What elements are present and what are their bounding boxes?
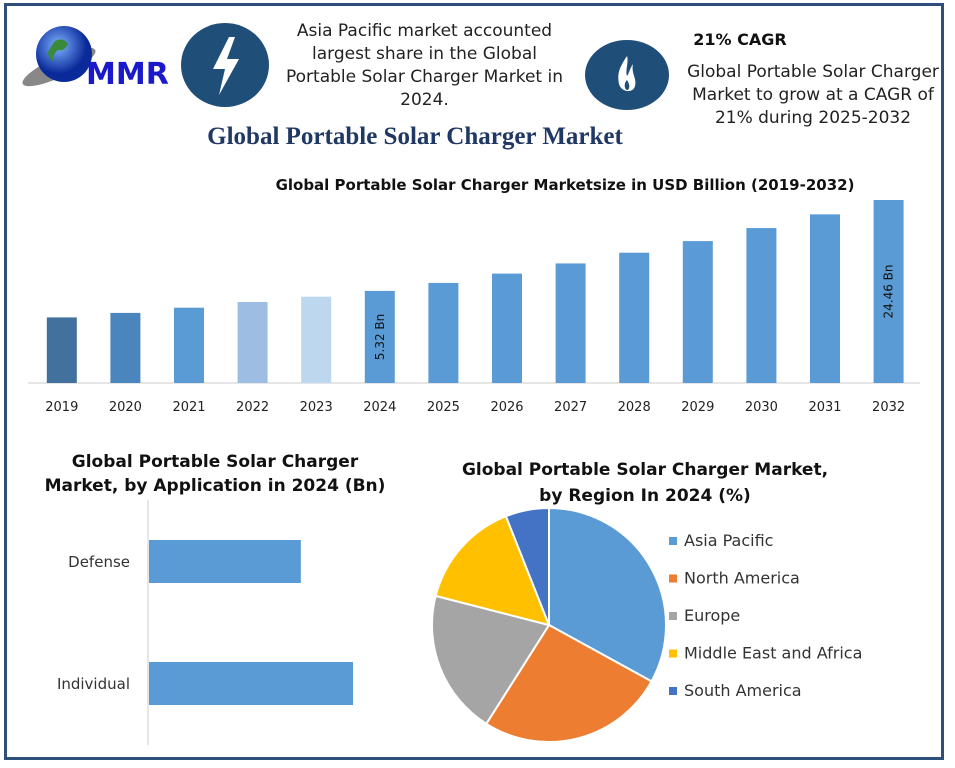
- x-tick-2022: 2022: [236, 400, 269, 415]
- bar-2029: [682, 241, 713, 383]
- bar-2030: [746, 228, 777, 383]
- bar-2022: [237, 301, 268, 383]
- bar-defense: [149, 540, 301, 583]
- legend-label-asia-pacific: Asia Pacific: [684, 531, 773, 550]
- legend-label-europe: Europe: [684, 606, 740, 625]
- legend-swatch-south-america: [669, 687, 677, 695]
- frame-border: [4, 3, 944, 760]
- x-tick-2025: 2025: [427, 400, 460, 415]
- slice-asia-pacific: [548, 506, 667, 683]
- bar-2032: [873, 200, 904, 383]
- x-tick-2032: 2032: [872, 400, 905, 415]
- x-tick-2024: 2024: [363, 400, 396, 415]
- legend-swatch-middle-east-and-africa: [669, 649, 677, 658]
- legend-label-south-america: South America: [684, 681, 802, 700]
- x-tick-2027: 2027: [554, 400, 587, 415]
- mmr-logo: MMR: [22, 26, 169, 92]
- application-chart-title: Global Portable Solar Charger Market, by…: [44, 452, 386, 496]
- lightning-icon: [181, 23, 269, 107]
- cagr-title: 21% CAGR: [693, 30, 787, 49]
- bar-chart-title: Global Portable Solar Charger Marketsize…: [275, 176, 855, 194]
- region-pie-chart: Asia Pacific North America Europe Middle Ea…: [431, 506, 862, 743]
- category-label-defense: Defense: [68, 553, 130, 571]
- logo-text: MMR: [86, 57, 169, 92]
- x-tick-2026: 2026: [490, 400, 523, 415]
- slice-middle-east-and-africa: [434, 514, 551, 627]
- category-label-individual: Individual: [57, 675, 130, 693]
- data-label-2032: 24.46 Bn: [882, 264, 896, 318]
- bar-2021: [174, 307, 204, 383]
- bar-2026: [492, 273, 522, 383]
- legend-swatch-europe: [669, 612, 677, 620]
- bar-2025: [428, 282, 459, 383]
- market-size-bar-chart: 2019 2020 2021 2022 2023 2024 5.32 Bn 2025 2026 2…: [28, 200, 920, 415]
- x-tick-2021: 2021: [172, 400, 205, 415]
- asia-pacific-blurb: Asia Pacific market accounted largest sh…: [286, 21, 563, 110]
- x-tick-2030: 2030: [745, 400, 778, 415]
- bar-2020: [110, 312, 141, 383]
- legend-swatch-asia-pacific: [669, 537, 677, 545]
- legend-swatch-north-america: [669, 574, 677, 583]
- x-tick-2019: 2019: [45, 400, 78, 415]
- x-tick-2031: 2031: [808, 400, 841, 415]
- x-tick-2023: 2023: [300, 400, 333, 415]
- bar-2031: [810, 214, 840, 383]
- slice-north-america: [484, 623, 653, 743]
- slice-south-america: [504, 506, 550, 626]
- flame-icon: [585, 40, 669, 110]
- bar-2019: [46, 317, 77, 383]
- application-bar-chart: Defense Individual: [57, 500, 353, 745]
- bar-2028: [619, 252, 650, 383]
- bar-2023: [301, 296, 332, 383]
- x-tick-2028: 2028: [618, 400, 651, 415]
- x-tick-2029: 2029: [681, 400, 714, 415]
- main-title: Global Portable Solar Charger Market: [207, 123, 623, 150]
- data-label-2024: 5.32 Bn: [373, 314, 387, 360]
- bar-2024: [364, 290, 395, 383]
- bar-individual: [149, 662, 353, 705]
- region-chart-title: Global Portable Solar Charger Market, by…: [461, 460, 829, 506]
- slice-europe: [431, 594, 551, 726]
- legend-label-north-america: North America: [684, 569, 800, 588]
- cagr-blurb: Global Portable Solar Charger Market to …: [687, 62, 939, 128]
- bar-2027: [555, 263, 586, 383]
- x-tick-2020: 2020: [109, 400, 142, 415]
- legend-label-middle-east-and-africa: Middle East and Africa: [684, 644, 862, 663]
